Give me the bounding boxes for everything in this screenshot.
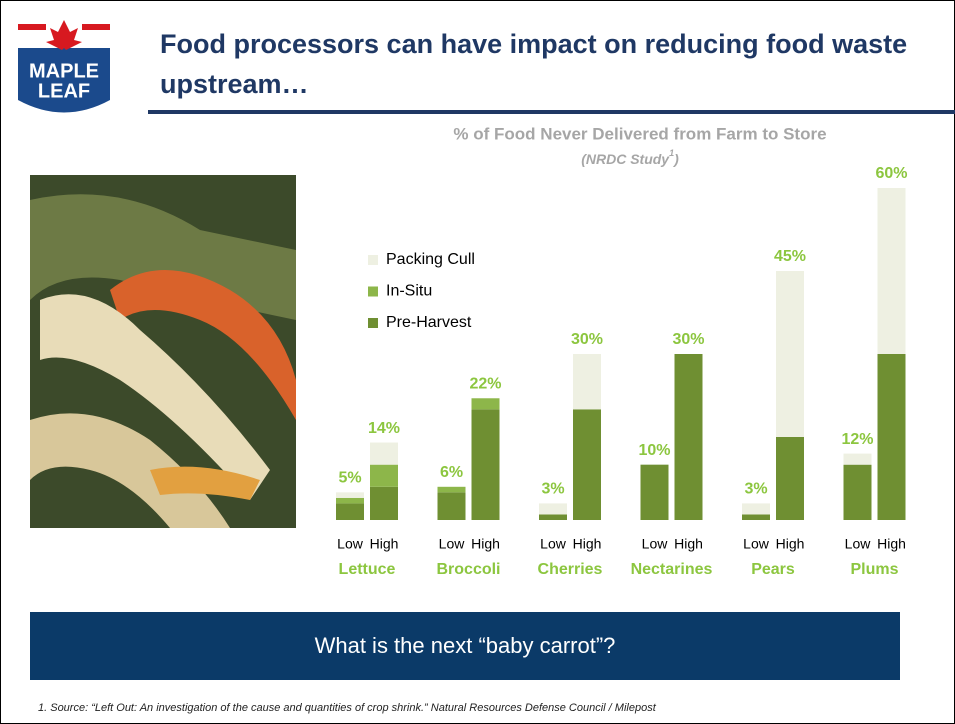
slide-title: Food processors can have impact on reduc… xyxy=(160,24,920,104)
bar-segment xyxy=(641,465,669,520)
x-tick-label: High xyxy=(776,536,805,552)
x-tick-label: Low xyxy=(845,536,872,552)
bar-segment xyxy=(573,409,601,520)
logo-text: MAPLE xyxy=(29,60,99,82)
total-label: 12% xyxy=(841,431,873,448)
bar-segment xyxy=(844,465,872,520)
bar-segment xyxy=(336,503,364,520)
bar-segment xyxy=(675,354,703,520)
legend-label: In-Situ xyxy=(386,283,432,300)
bar-segment xyxy=(370,443,398,465)
bar-segment xyxy=(472,398,500,409)
subtitle-text: ) xyxy=(672,151,679,167)
bar-segment xyxy=(742,514,770,520)
total-label: 45% xyxy=(774,248,806,265)
x-tick-label: High xyxy=(471,536,500,552)
total-label: 6% xyxy=(440,464,463,481)
bar-segment xyxy=(438,492,466,520)
bar-segment xyxy=(336,492,364,498)
bar-segment xyxy=(370,465,398,487)
total-label: 30% xyxy=(571,331,603,348)
total-label: 22% xyxy=(469,375,501,392)
bar-segment xyxy=(573,354,601,409)
total-label: 60% xyxy=(875,165,907,182)
photo xyxy=(30,175,296,528)
footnote: 1. Source: “Left Out: An investigation o… xyxy=(38,702,657,714)
total-label: 3% xyxy=(541,481,564,498)
total-label: 5% xyxy=(338,470,361,487)
x-tick-label: High xyxy=(674,536,703,552)
legend-swatch xyxy=(368,318,378,328)
group-label: Cherries xyxy=(538,561,603,578)
x-tick-label: Low xyxy=(337,536,364,552)
x-tick-label: Low xyxy=(439,536,466,552)
x-tick-label: High xyxy=(573,536,602,552)
logo-stripe xyxy=(82,24,110,30)
bar-segment xyxy=(472,409,500,520)
legend-label: Pre-Harvest xyxy=(386,314,472,331)
bar-segment xyxy=(844,454,872,465)
logo-stripe xyxy=(18,24,46,30)
bar-segment xyxy=(336,498,364,504)
legend-swatch xyxy=(368,287,378,297)
x-tick-label: Low xyxy=(642,536,669,552)
bar-segment xyxy=(776,437,804,520)
group-label: Plums xyxy=(850,561,898,578)
legend-swatch xyxy=(368,255,378,265)
subtitle-text: (NRDC Study xyxy=(581,151,670,167)
bar-segment xyxy=(742,503,770,514)
bar-segment xyxy=(539,514,567,520)
bar-segment xyxy=(878,354,906,520)
legend-label: Packing Cull xyxy=(386,251,475,268)
slide-canvas: MAPLE LEAF % of Food Never Delivered fro… xyxy=(0,0,955,724)
group-label: Nectarines xyxy=(631,561,713,578)
bar-segment xyxy=(878,188,906,354)
x-tick-label: High xyxy=(877,536,906,552)
x-tick-label: Low xyxy=(540,536,567,552)
total-label: 3% xyxy=(744,481,767,498)
bar-segment xyxy=(438,487,466,493)
logo: MAPLE LEAF xyxy=(18,20,110,113)
x-tick-label: Low xyxy=(743,536,770,552)
chart-subtitle: (NRDC Study1) xyxy=(581,148,679,166)
x-tick-label: High xyxy=(370,536,399,552)
bar-segment xyxy=(776,271,804,437)
chart-title: % of Food Never Delivered from Farm to S… xyxy=(453,124,826,143)
bar-segment xyxy=(539,503,567,514)
logo-text: LEAF xyxy=(38,80,90,102)
slide: MAPLE LEAF % of Food Never Delivered fro… xyxy=(0,0,955,724)
total-label: 10% xyxy=(638,442,670,459)
group-label: Pears xyxy=(751,561,795,578)
group-label: Lettuce xyxy=(339,561,396,578)
banner-text: What is the next “baby carrot”? xyxy=(315,633,616,658)
bar-segment xyxy=(370,487,398,520)
group-label: Broccoli xyxy=(436,561,500,578)
total-label: 30% xyxy=(672,331,704,348)
total-label: 14% xyxy=(368,420,400,437)
